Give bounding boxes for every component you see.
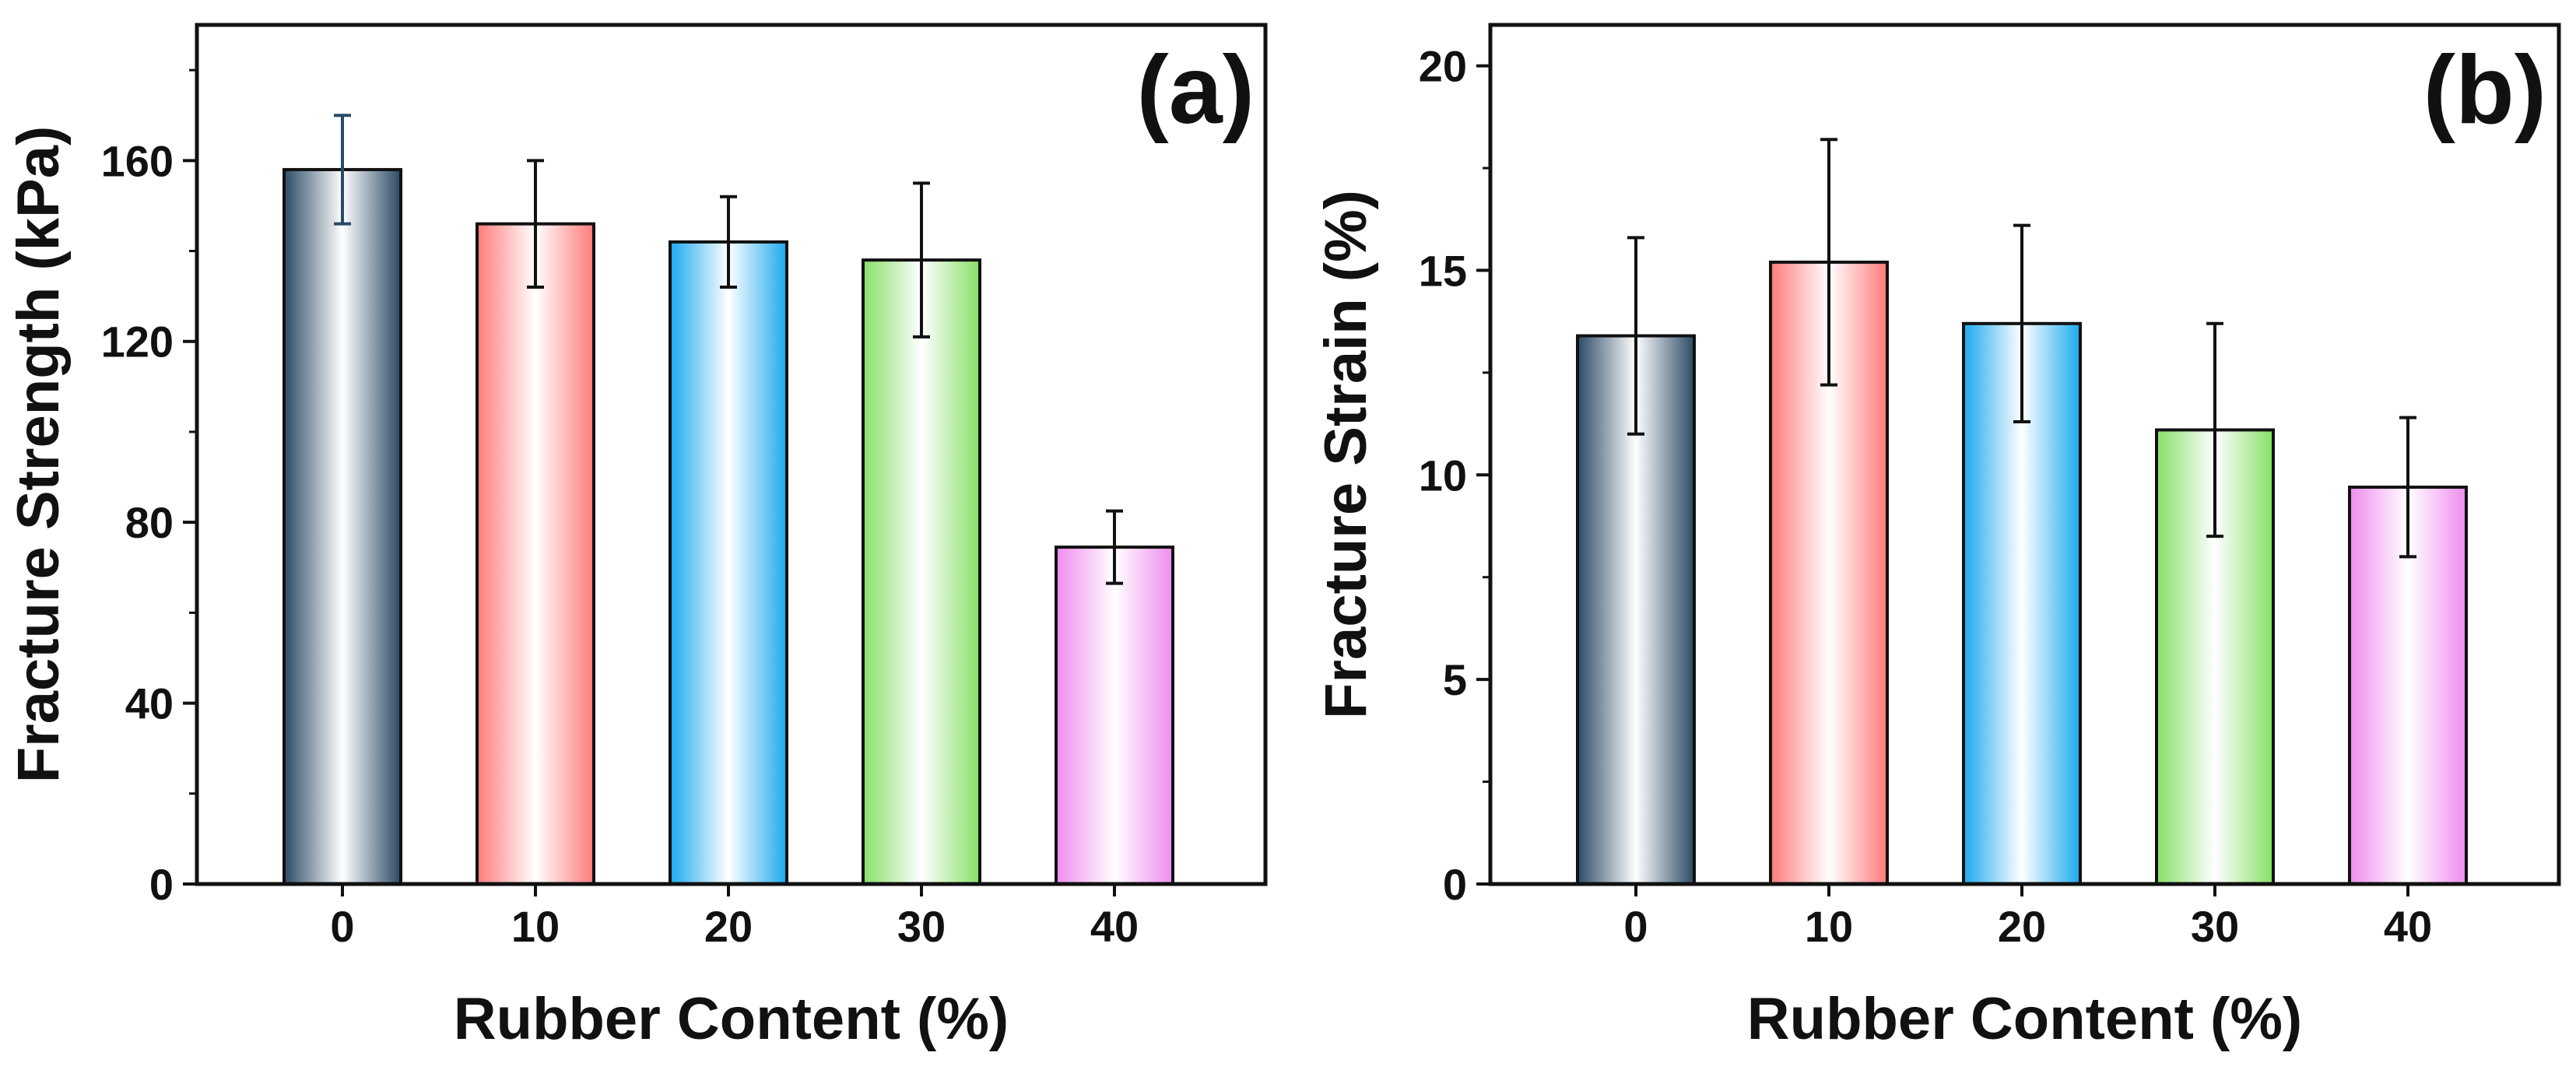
x-tick-label-1-2: 20 (1998, 902, 2046, 951)
x-tick-label-0-1: 10 (511, 902, 560, 951)
y-axis-label-0: Fracture Strength (kPa) (5, 126, 72, 784)
bar-0-1[interactable] (476, 222, 595, 886)
x-tick-label-1-0: 0 (1623, 902, 1648, 951)
y-tick-label-1-1: 5 (1443, 655, 1467, 704)
panel-b: 0 10 20 30 40 0 5 10 15 20 (b) Rubber Content (%) Fr… (1313, 23, 2561, 1052)
x-tick-label-0-0: 0 (330, 902, 354, 951)
y-tick-label-0-3: 120 (101, 317, 174, 367)
y-tick-label-1-0: 0 (1443, 860, 1467, 909)
bar-0-0[interactable] (283, 167, 402, 886)
y-tick-label-0-2: 80 (125, 498, 174, 547)
y-tick-label-1-4: 20 (1419, 42, 1467, 91)
y-axis-label-1: Fracture Strain (%) (1313, 190, 1379, 719)
y-tick-label-0-1: 40 (125, 679, 174, 728)
x-tick-label-0-4: 40 (1090, 902, 1139, 951)
x-tick-label-0-3: 30 (897, 902, 946, 951)
bar-0-3[interactable] (862, 258, 981, 886)
bar-0-4[interactable] (1055, 546, 1174, 886)
x-tick-label-0-2: 20 (704, 902, 753, 951)
y-tick-label-1-3: 15 (1419, 246, 1467, 295)
x-tick-label-1-4: 40 (2384, 902, 2432, 951)
x-tick-label-1-1: 10 (1805, 902, 1853, 951)
y-tick-label-0-4: 160 (101, 136, 174, 185)
x-axis-label-1: Rubber Content (%) (1747, 986, 2302, 1052)
x-axis-label-0: Rubber Content (%) (454, 986, 1009, 1052)
panel-label-1: (b) (2423, 37, 2546, 144)
y-tick-label-1-2: 10 (1419, 451, 1467, 500)
plot-frame-0 (195, 23, 1268, 886)
panel-a: 0 10 20 30 40 0 40 80 120 160 (a) Rubber Content (%… (5, 23, 1268, 1052)
y-tick-label-0-0: 0 (149, 860, 174, 909)
x-tick-label-1-3: 30 (2191, 902, 2239, 951)
bar-0-2[interactable] (669, 240, 788, 886)
panel-label-0: (a) (1136, 37, 1255, 144)
plot-frame-1 (1488, 23, 2561, 886)
